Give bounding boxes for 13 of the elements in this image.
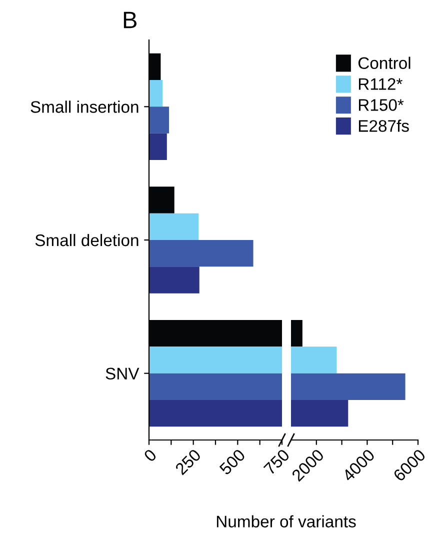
x-tick-label: 750 — [263, 448, 290, 476]
legend-label: E287fs — [358, 120, 409, 132]
y-tick-label: Small deletion — [35, 234, 138, 246]
legend-label: Control — [358, 56, 410, 69]
x-tick-label: 0 — [143, 448, 158, 462]
x-axis-title: Number of variants — [216, 515, 356, 528]
y-tick-label: Small insertion — [30, 100, 138, 113]
legend-label: R112* — [358, 78, 402, 90]
y-tick-label: SNV — [106, 368, 140, 380]
x-tick-label: 500 — [218, 448, 246, 476]
text: B — [124, 12, 136, 28]
x-tick-label: 250 — [174, 448, 202, 476]
legend-label: R150* — [358, 99, 404, 111]
